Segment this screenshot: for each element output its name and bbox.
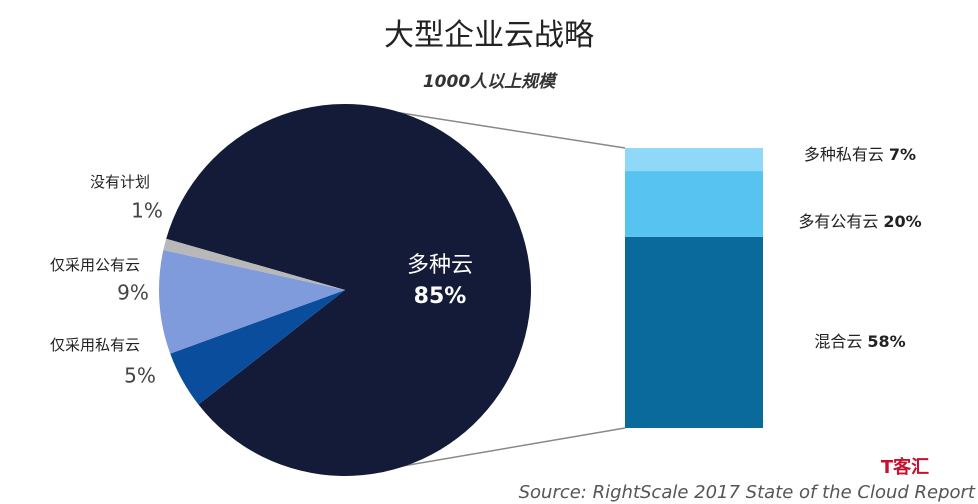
chart-title: 大型企业云战略	[384, 18, 594, 53]
bar-label-value: 58%	[867, 332, 905, 351]
slice-value: 9%	[117, 281, 149, 305]
bar-segment	[625, 236, 763, 428]
pie-slice	[159, 250, 345, 354]
bar-label-name: 多种私有云	[804, 145, 884, 164]
bar-label-name: 混合云	[814, 332, 862, 351]
pie-slice	[166, 104, 531, 476]
bar-label: 多有公有云 20%	[798, 212, 921, 231]
watermark: T客汇	[881, 456, 929, 478]
bar-segment	[625, 171, 763, 237]
slice-label: 多种云	[407, 253, 473, 278]
pie-slice	[163, 238, 345, 290]
slice-label: 仅采用公有云	[50, 256, 140, 274]
slice-label: 仅采用私有云	[50, 336, 140, 354]
bar-label-value: 20%	[883, 212, 921, 231]
slice-value: 85%	[414, 284, 467, 309]
source: Source: RightScale 2017 State of the Clo…	[519, 482, 976, 503]
bar-label: 混合云 58%	[814, 332, 905, 351]
slice-label: 没有计划	[90, 173, 150, 191]
bar-label-value: 7%	[889, 145, 916, 164]
bar-label-name: 多有公有云	[798, 212, 878, 231]
slice-value: 1%	[131, 199, 163, 223]
bar-segment	[625, 148, 763, 172]
slice-value: 5%	[124, 364, 156, 388]
chart-subtitle: 1000人以上规模	[423, 72, 558, 92]
bar-label: 多种私有云 7%	[804, 145, 916, 164]
pie-slice	[170, 290, 345, 405]
